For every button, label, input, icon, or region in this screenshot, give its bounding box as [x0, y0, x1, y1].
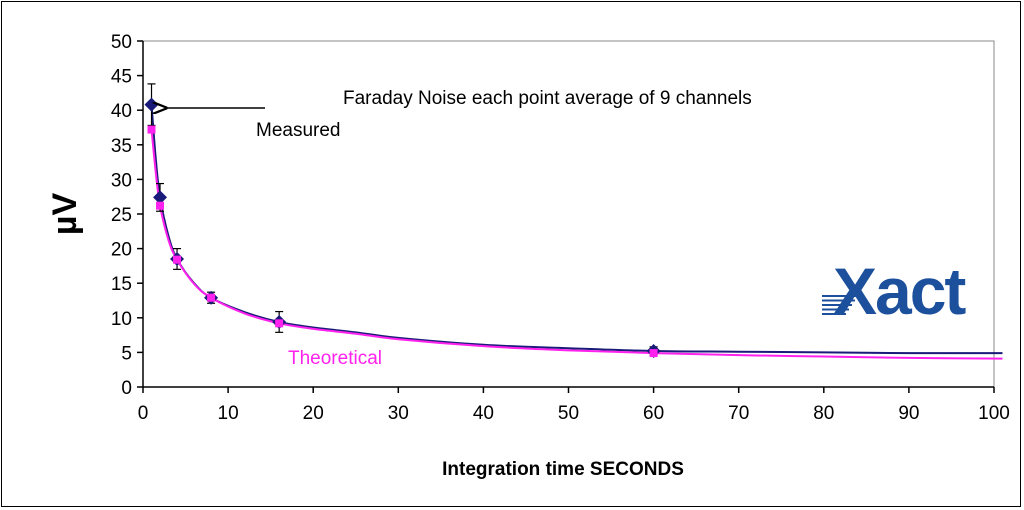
y-tick-label: 0: [121, 378, 132, 399]
x-tick-label: 10: [218, 403, 239, 424]
theoretical-point: [275, 319, 284, 328]
measured-point: [153, 190, 168, 205]
x-ticks: 0 10 20 30 40 50 60 70 80 90 100: [138, 387, 1010, 424]
theoretical-point: [207, 293, 216, 302]
measured-annotation: Measured: [256, 120, 341, 141]
xact-logo: Xact: [822, 254, 968, 328]
series-line-measured: [150, 104, 1003, 355]
theoretical-point: [173, 255, 182, 264]
x-tick-label: 100: [978, 403, 1010, 424]
x-tick-label: 50: [558, 403, 579, 424]
error-bars: [147, 83, 658, 356]
theoretical-annotation: Theoretical: [288, 348, 382, 369]
y-tick-label: 25: [111, 205, 132, 226]
theoretical-point: [649, 349, 658, 358]
series-markers: [144, 97, 661, 359]
x-tick-label: 30: [388, 403, 409, 424]
theoretical-point: [156, 201, 165, 210]
logo-text: Xact: [833, 254, 966, 328]
x-tick-label: 60: [643, 403, 664, 424]
x-axis-label: Integration time SECONDS: [442, 459, 684, 480]
x-tick-label: 20: [303, 403, 324, 424]
y-axis-label: µV: [46, 193, 84, 236]
y-tick-label: 50: [111, 32, 132, 53]
series-line-theoretical: [150, 129, 1003, 360]
y-tick-label: 15: [111, 274, 132, 295]
y-tick-label: 35: [111, 136, 132, 157]
measured-point: [144, 97, 159, 112]
y-tick-label: 20: [111, 240, 132, 261]
y-tick-label: 5: [121, 343, 132, 364]
logo-speed-lines: [822, 295, 858, 315]
y-tick-label: 40: [111, 101, 132, 122]
x-tick-label: 70: [728, 403, 749, 424]
chart-title: Faraday Noise each point average of 9 ch…: [343, 88, 752, 109]
y-tick-label: 10: [111, 309, 132, 330]
x-tick-label: 0: [138, 403, 149, 424]
theoretical-point: [147, 125, 156, 134]
y-tick-label: 30: [111, 170, 132, 191]
series-lines: [150, 104, 1003, 360]
x-tick-label: 90: [898, 403, 919, 424]
y-ticks: 0 5 10 15 20 25 30 35 40 45 50: [111, 32, 143, 399]
x-tick-label: 80: [813, 403, 834, 424]
y-tick-label: 45: [111, 67, 132, 88]
x-tick-label: 40: [473, 403, 494, 424]
